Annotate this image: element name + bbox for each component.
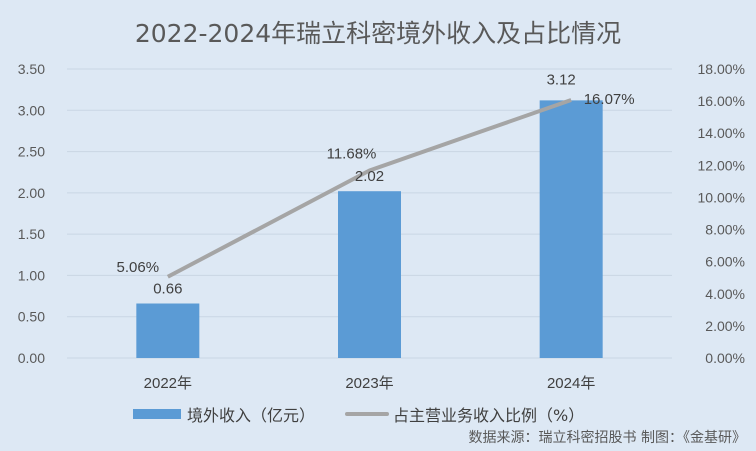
left-axis-tick: 3.50 (18, 61, 45, 77)
right-axis-tick: 14.00% (698, 125, 745, 141)
left-axis-tick: 1.50 (18, 226, 45, 242)
left-axis-tick: 0.50 (18, 309, 45, 325)
line-data-label: 16.07% (584, 91, 635, 108)
left-axis-tick: 2.50 (18, 144, 45, 160)
legend-bar-swatch (133, 409, 181, 419)
legend-line-swatch (345, 412, 389, 416)
bar-data-label: 0.66 (153, 281, 182, 298)
right-axis-tick: 12.00% (698, 157, 745, 173)
bar-data-label: 2.02 (355, 168, 384, 185)
chart-title: 2022-2024年瑞立科密境外收入及占比情况 (134, 19, 622, 48)
left-axis-tick: 1.00 (18, 267, 45, 283)
x-axis-tick: 2022年 (144, 375, 192, 392)
bar (338, 191, 401, 358)
bar (539, 100, 603, 359)
right-axis-tick: 8.00% (705, 222, 745, 238)
x-axis-tick: 2023年 (345, 375, 393, 392)
legend-bar-label: 境外收入（亿元） (187, 406, 316, 425)
left-axis-tick: 2.00 (18, 185, 45, 201)
line-data-label: 11.68% (327, 145, 377, 162)
right-axis-tick: 6.00% (705, 254, 745, 270)
source-note: 数据来源：瑞立科密招股书 制图：《金基研》 (468, 430, 746, 446)
line-data-label: 5.06% (117, 259, 160, 276)
x-axis-tick: 2024年 (547, 375, 595, 392)
bar (136, 303, 200, 358)
right-axis-tick: 18.00% (698, 61, 745, 77)
legend-line-label: 占主营业务收入比例（%） (393, 406, 585, 425)
left-axis-tick: 0.00 (18, 350, 45, 366)
legend-item-bar: 境外收入（亿元） (133, 402, 315, 426)
right-axis-tick: 2.00% (705, 318, 745, 334)
left-axis-tick: 3.00 (18, 102, 45, 118)
right-axis-tick: 10.00% (698, 189, 745, 205)
right-axis-tick: 4.00% (705, 286, 745, 302)
legend-item-line: 占主营业务收入比例（%） (345, 402, 584, 426)
right-axis-tick: 0.00% (705, 350, 745, 366)
bar-data-label: 3.12 (547, 71, 576, 88)
right-axis-tick: 16.00% (698, 93, 745, 109)
line-series (166, 98, 572, 279)
